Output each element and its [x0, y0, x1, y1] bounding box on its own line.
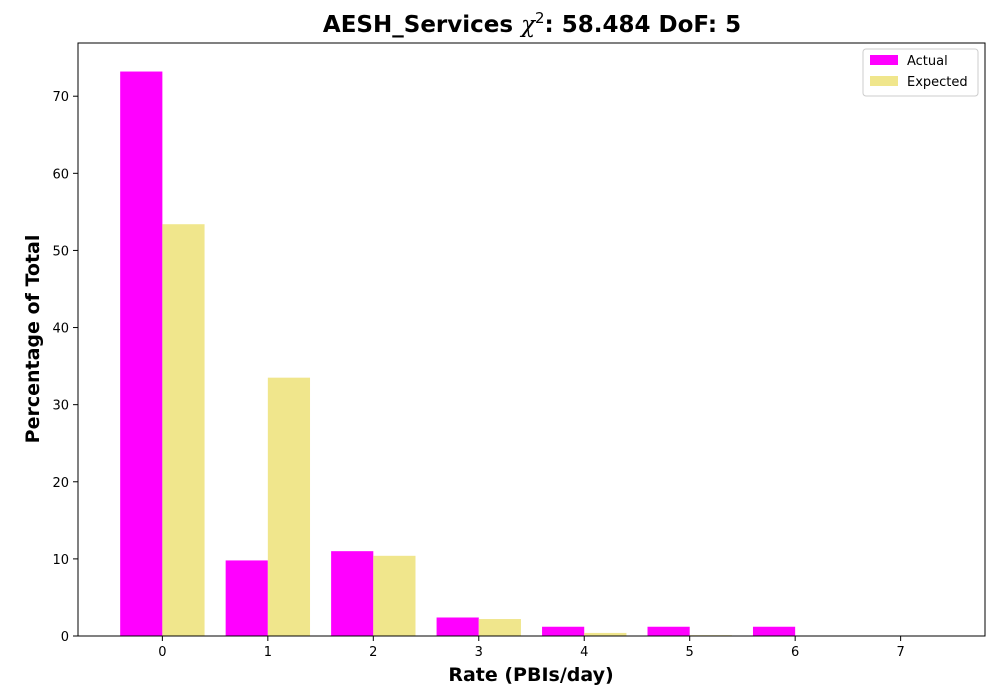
- y-tick-label: 70: [52, 90, 69, 105]
- bar-actual-6: [752, 626, 796, 636]
- bar-actual-5: [647, 626, 690, 636]
- bar-actual-1: [225, 560, 268, 636]
- y-tick-label: 20: [52, 476, 69, 491]
- chi-symbol: χ: [519, 12, 537, 38]
- bar-expected-0: [162, 224, 205, 636]
- legend-swatch-expected: [870, 76, 898, 86]
- legend-swatch-actual: [870, 55, 898, 65]
- plot-frame: [77, 42, 986, 637]
- bar-actual-3: [436, 617, 479, 636]
- legend: Actual Expected: [862, 48, 979, 97]
- x-tick-label: 5: [686, 645, 694, 660]
- bar-expected-2: [373, 555, 416, 636]
- bar-actual-4: [542, 626, 585, 636]
- x-tick-label: 2: [369, 645, 377, 660]
- bar-actual-2: [331, 551, 374, 636]
- bar-expected-3: [478, 619, 521, 636]
- y-tick-label: 10: [52, 553, 69, 568]
- x-axis-label: Rate (PBIs/day): [448, 664, 613, 686]
- x-tick-label: 7: [896, 645, 904, 660]
- bar-expected-4: [584, 632, 627, 636]
- chi-superscript: 2: [535, 9, 545, 27]
- y-tick-label: 50: [52, 244, 69, 259]
- y-axis-label: Percentage of Total: [22, 235, 44, 444]
- bar-expected-1: [267, 377, 311, 636]
- y-tick-label: 60: [52, 167, 69, 182]
- x-tick-label: 1: [264, 645, 272, 660]
- x-tick-label: 6: [791, 645, 799, 660]
- x-tick-label: 4: [580, 645, 588, 660]
- legend-label-expected: Expected: [907, 75, 968, 90]
- bar-actual-0: [120, 71, 163, 636]
- y-axis: 0 10 20 30 40 50 60 70: [52, 90, 78, 645]
- y-tick-label: 40: [52, 322, 69, 337]
- y-tick-label: 30: [52, 399, 69, 414]
- x-axis: 0 1 2 3 4 5 6 7: [158, 636, 905, 660]
- legend-label-actual: Actual: [907, 54, 948, 69]
- chart-title: AESH_Services χ2: 58.484 DoF: 5: [323, 9, 741, 38]
- bars-group: [120, 71, 796, 636]
- x-tick-label: 0: [158, 645, 166, 660]
- x-tick-label: 3: [475, 645, 483, 660]
- y-tick-label: 0: [61, 630, 69, 645]
